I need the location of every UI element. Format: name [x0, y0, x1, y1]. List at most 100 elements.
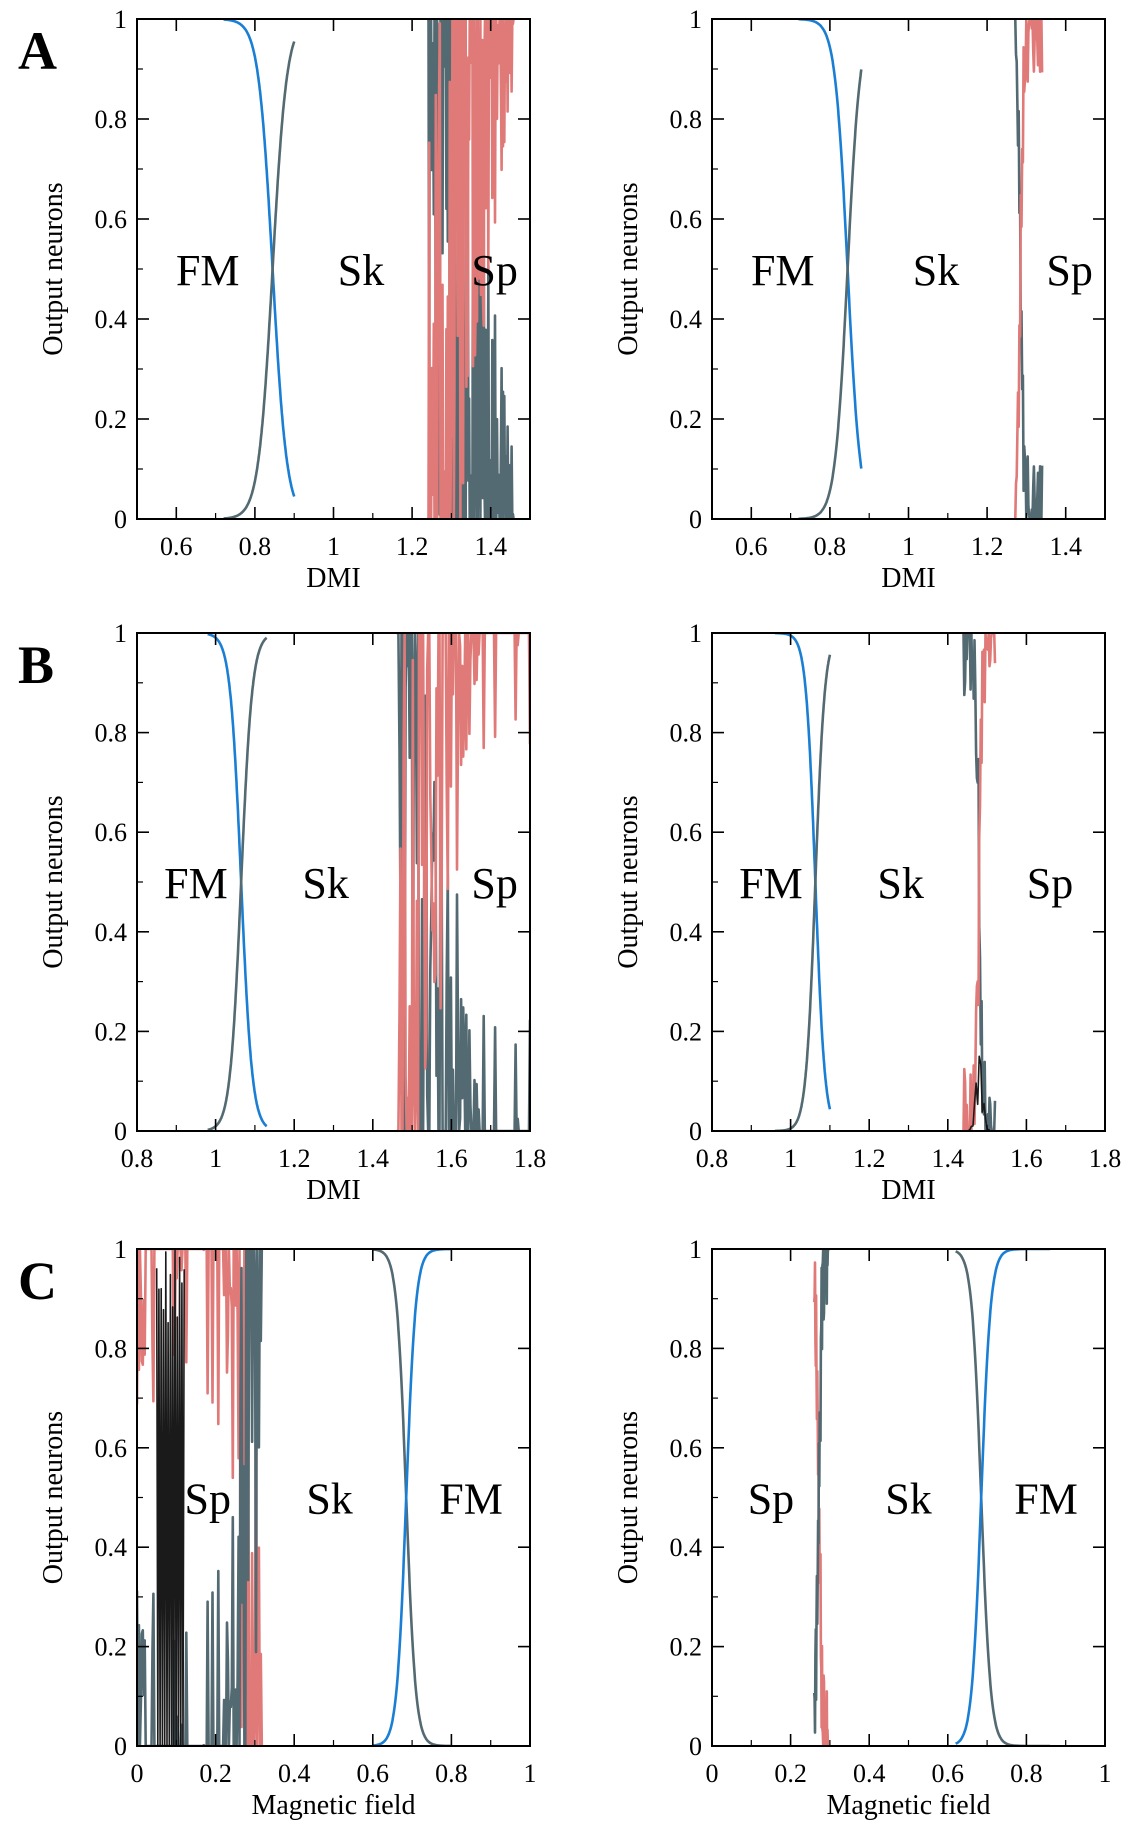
y-tick-label: 0.2: [670, 405, 703, 434]
region-label-sk: Sk: [885, 1475, 931, 1524]
x-tick-label: 1.2: [396, 532, 429, 561]
series-group: [812, 1249, 1051, 1746]
y-tick-label: 0.8: [95, 105, 128, 134]
x-tick-label: 0.8: [435, 1759, 468, 1788]
x-tick-label: 0.8: [814, 532, 847, 561]
fm-transition-line: [206, 633, 268, 1128]
series-group: [797, 19, 1044, 519]
x-tick-label: 1: [524, 1759, 537, 1788]
y-axis-label: Output neurons: [38, 795, 69, 968]
y-tick-label: 1: [689, 1235, 702, 1264]
region-label-sk: Sk: [306, 1475, 352, 1524]
series-group: [222, 19, 515, 519]
y-tick-label: 0.8: [670, 1334, 703, 1363]
x-tick-label: 1.2: [853, 1144, 886, 1173]
x-tick-label: 0.6: [160, 532, 193, 561]
x-tick-label: 1: [209, 1144, 222, 1173]
fm-transition-line: [222, 19, 296, 497]
sk-transition-line: [426, 19, 515, 519]
x-tick-label: 1.4: [1049, 532, 1082, 561]
x-tick-label: 0.4: [278, 1759, 311, 1788]
panel-3: 0.8 1 1.2 1.4 1.6 1.8 0 0.2 0.4 0.6 0.8 1 DMI Output …: [18, 619, 546, 1206]
sk-transition-line: [206, 636, 268, 1131]
y-tick-label: 0: [114, 1117, 127, 1146]
y-tick-label: 0.2: [95, 1633, 128, 1662]
x-axis-label: DMI: [306, 563, 360, 594]
region-label-fm: FM: [751, 246, 815, 295]
panel-letter: B: [18, 635, 54, 695]
sp-transition-line: [137, 1249, 264, 1746]
y-tick-label: 1: [114, 5, 127, 34]
panel-letter: A: [18, 21, 57, 81]
x-axis-label: Magnetic field: [826, 1790, 990, 1821]
y-tick-label: 0.8: [670, 719, 703, 748]
region-label-sp: Sp: [471, 246, 517, 295]
y-tick-label: 0.4: [95, 918, 128, 947]
region-label-sk: Sk: [877, 859, 923, 908]
y-tick-label: 1: [114, 619, 127, 648]
x-tick-label: 0: [706, 1759, 719, 1788]
panel-5: 0 0.2 0.4 0.6 0.8 1 0 0.2 0.4 0.6 0.8 1 Magnetic fie…: [18, 1235, 537, 1821]
y-tick-label: 0: [689, 505, 702, 534]
x-axis-label: DMI: [306, 1175, 360, 1206]
region-label-sp: Sp: [184, 1475, 230, 1524]
x-tick-label: 1.2: [278, 1144, 311, 1173]
x-tick-label: 1.2: [971, 532, 1004, 561]
y-tick-label: 0.4: [670, 918, 703, 947]
y-tick-label: 0.4: [670, 1533, 703, 1562]
x-axis-label: DMI: [881, 1175, 935, 1206]
y-tick-label: 0.6: [95, 818, 128, 847]
sp-transition-line: [962, 633, 997, 1131]
x-tick-label: 0.8: [239, 532, 272, 561]
x-tick-label: 0.8: [121, 1144, 154, 1173]
region-label-fm: FM: [164, 859, 228, 908]
y-tick-label: 0.2: [95, 405, 128, 434]
y-tick-label: 0.4: [670, 305, 703, 334]
region-label-sk: Sk: [302, 859, 348, 908]
sp-transition-line: [396, 633, 530, 1131]
y-tick-label: 1: [114, 1235, 127, 1264]
y-tick-label: 0.6: [95, 205, 128, 234]
y-tick-label: 0.6: [670, 818, 703, 847]
y-tick-label: 0.4: [95, 305, 128, 334]
sp-transition-line: [1013, 19, 1044, 519]
fm-transition-line: [797, 19, 863, 469]
x-tick-label: 1: [1099, 1759, 1112, 1788]
x-tick-label: 0.6: [357, 1759, 390, 1788]
y-tick-label: 0: [114, 505, 127, 534]
panel-letter: C: [18, 1251, 57, 1311]
x-tick-label: 1.4: [474, 532, 507, 561]
y-axis-label: Output neurons: [613, 1411, 644, 1584]
x-tick-label: 0.6: [932, 1759, 965, 1788]
x-tick-label: 1.6: [435, 1144, 468, 1173]
y-axis-label: Output neurons: [613, 182, 644, 355]
region-label-sk: Sk: [913, 246, 959, 295]
sk-transition-line: [812, 1249, 831, 1734]
x-tick-label: 1.8: [1089, 1144, 1122, 1173]
y-tick-label: 0.4: [95, 1533, 128, 1562]
region-label-fm: FM: [1014, 1475, 1078, 1524]
x-tick-label: 0.8: [1010, 1759, 1043, 1788]
y-tick-label: 0: [689, 1117, 702, 1146]
region-label-sp: Sp: [1046, 246, 1092, 295]
x-tick-label: 0.2: [199, 1759, 232, 1788]
y-tick-label: 0.2: [670, 1633, 703, 1662]
region-label-sp: Sp: [1027, 859, 1073, 908]
sk-transition-line: [137, 1249, 264, 1746]
region-label-fm: FM: [439, 1475, 503, 1524]
y-axis-label: Output neurons: [38, 182, 69, 355]
series-group: [206, 633, 530, 1131]
sp-transition-line: [426, 19, 515, 519]
x-axis-label: DMI: [881, 563, 935, 594]
y-axis-label: Output neurons: [38, 1411, 69, 1584]
panel-6: 0 0.2 0.4 0.6 0.8 1 0 0.2 0.4 0.6 0.8 1 Magnetic fie…: [613, 1235, 1112, 1821]
y-tick-label: 0.2: [95, 1017, 128, 1046]
region-label-fm: FM: [739, 859, 803, 908]
x-tick-label: 0.4: [853, 1759, 886, 1788]
region-label-fm: FM: [176, 246, 240, 295]
x-tick-label: 1.6: [1010, 1144, 1043, 1173]
y-tick-label: 0.8: [95, 1334, 128, 1363]
